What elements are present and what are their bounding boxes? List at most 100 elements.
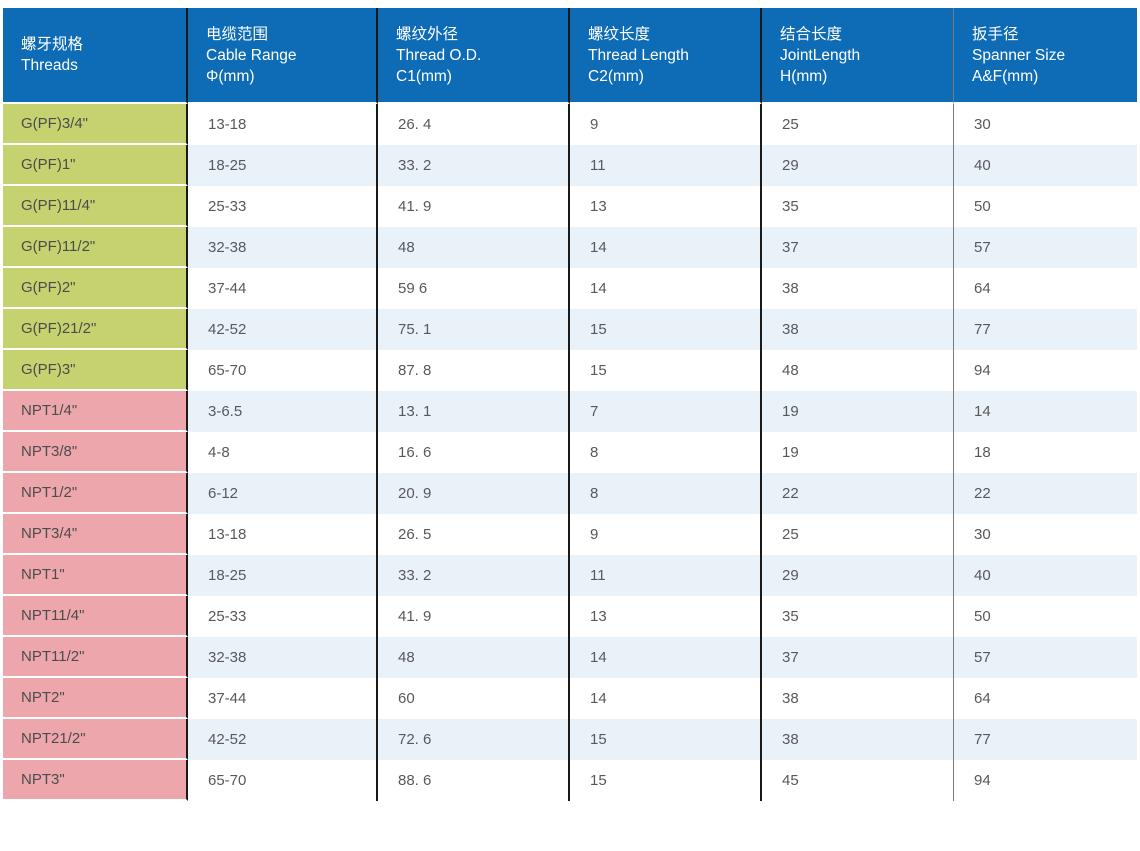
table-row: G(PF)2" 37-44 59 6 14 38 64 xyxy=(3,268,1137,309)
cell-thread: NPT11/4" xyxy=(3,596,188,637)
cell-thread-od: 60 xyxy=(378,678,570,719)
cell-thread-length: 15 xyxy=(570,760,762,801)
table-row: NPT1" 18-25 33. 2 11 29 40 xyxy=(3,555,1137,596)
header-spanner-size-en: Spanner Size xyxy=(972,46,1066,64)
cell-spanner: 22 xyxy=(954,473,1137,514)
cell-thread-length: 14 xyxy=(570,227,762,268)
header-joint-length-en: JointLength xyxy=(780,46,861,64)
cell-spanner: 64 xyxy=(954,678,1137,719)
cell-thread-od: 87. 8 xyxy=(378,350,570,391)
cell-thread-od: 59 6 xyxy=(378,268,570,309)
cell-thread-length: 8 xyxy=(570,432,762,473)
cell-thread-length: 7 xyxy=(570,391,762,432)
cell-thread: G(PF)11/2" xyxy=(3,227,188,268)
cell-thread: NPT11/2" xyxy=(3,637,188,678)
cell-thread: G(PF)2" xyxy=(3,268,188,309)
cell-thread-od: 88. 6 xyxy=(378,760,570,801)
table-row: NPT21/2" 42-52 72. 6 15 38 77 xyxy=(3,719,1137,760)
cell-spanner: 50 xyxy=(954,596,1137,637)
header-spanner-size-sub: A&F(mm) xyxy=(972,67,1039,85)
table-row: NPT3/4" 13-18 26. 5 9 25 30 xyxy=(3,514,1137,555)
header-threads: 螺牙规格 Threads xyxy=(3,8,188,104)
table-row: G(PF)3" 65-70 87. 8 15 48 94 xyxy=(3,350,1137,391)
header-spanner-size-zh: 扳手径 xyxy=(972,25,1019,43)
header-cable-range-zh: 电缆范围 xyxy=(206,25,269,43)
cell-spanner: 30 xyxy=(954,514,1137,555)
cell-spanner: 64 xyxy=(954,268,1137,309)
cell-thread-od: 33. 2 xyxy=(378,145,570,186)
cell-thread-od: 48 xyxy=(378,227,570,268)
cell-thread: G(PF)3" xyxy=(3,350,188,391)
cell-cable-range: 32-38 xyxy=(188,227,378,268)
cell-joint-length: 37 xyxy=(762,637,954,678)
cell-spanner: 94 xyxy=(954,760,1137,801)
cell-joint-length: 25 xyxy=(762,104,954,145)
cell-cable-range: 65-70 xyxy=(188,760,378,801)
cell-spanner: 57 xyxy=(954,227,1137,268)
cell-thread: NPT1/2" xyxy=(3,473,188,514)
cell-thread-length: 14 xyxy=(570,268,762,309)
cell-spanner: 14 xyxy=(954,391,1137,432)
cell-spanner: 57 xyxy=(954,637,1137,678)
cell-joint-length: 19 xyxy=(762,432,954,473)
header-cable-range-sub: Φ(mm) xyxy=(206,67,255,85)
cell-spanner: 40 xyxy=(954,145,1137,186)
cell-thread-length: 15 xyxy=(570,309,762,350)
cell-thread-length: 14 xyxy=(570,678,762,719)
cell-thread-od: 41. 9 xyxy=(378,596,570,637)
cell-cable-range: 4-8 xyxy=(188,432,378,473)
cell-thread-length: 8 xyxy=(570,473,762,514)
cell-thread: NPT3/8" xyxy=(3,432,188,473)
cell-joint-length: 38 xyxy=(762,678,954,719)
cell-joint-length: 48 xyxy=(762,350,954,391)
cell-cable-range: 13-18 xyxy=(188,514,378,555)
cell-thread-od: 20. 9 xyxy=(378,473,570,514)
table-row: G(PF)11/4" 25-33 41. 9 13 35 50 xyxy=(3,186,1137,227)
table-header: 螺牙规格 Threads 电缆范围 Cable Range Φ(mm) 螺纹外径… xyxy=(3,8,1137,104)
table-row: G(PF)3/4" 13-18 26. 4 9 25 30 xyxy=(3,104,1137,145)
cell-joint-length: 29 xyxy=(762,555,954,596)
cell-thread-od: 41. 9 xyxy=(378,186,570,227)
header-joint-length-zh: 结合长度 xyxy=(780,25,843,43)
cell-thread-length: 13 xyxy=(570,596,762,637)
cell-thread-length: 15 xyxy=(570,350,762,391)
table-row: G(PF)11/2" 32-38 48 14 37 57 xyxy=(3,227,1137,268)
cell-cable-range: 42-52 xyxy=(188,719,378,760)
header-thread-od-en: Thread O.D. xyxy=(396,46,482,64)
header-thread-length: 螺纹长度 Thread Length C2(mm) xyxy=(570,8,762,104)
table-row: NPT11/4" 25-33 41. 9 13 35 50 xyxy=(3,596,1137,637)
cell-cable-range: 3-6.5 xyxy=(188,391,378,432)
cell-cable-range: 18-25 xyxy=(188,145,378,186)
cell-cable-range: 37-44 xyxy=(188,678,378,719)
cell-joint-length: 38 xyxy=(762,309,954,350)
cell-thread-od: 48 xyxy=(378,637,570,678)
table-row: NPT3" 65-70 88. 6 15 45 94 xyxy=(3,760,1137,801)
table-body: G(PF)3/4" 13-18 26. 4 9 25 30 G(PF)1" 18-25 33. … xyxy=(3,104,1137,801)
cell-cable-range: 42-52 xyxy=(188,309,378,350)
cell-spanner: 30 xyxy=(954,104,1137,145)
header-thread-length-zh: 螺纹长度 xyxy=(588,25,651,43)
cell-thread-length: 13 xyxy=(570,186,762,227)
table-row: NPT2" 37-44 60 14 38 64 xyxy=(3,678,1137,719)
header-cable-range: 电缆范围 Cable Range Φ(mm) xyxy=(188,8,378,104)
header-thread-length-sub: C2(mm) xyxy=(588,67,644,85)
cell-cable-range: 6-12 xyxy=(188,473,378,514)
header-threads-zh: 螺牙规格 xyxy=(21,36,84,53)
cell-thread: G(PF)11/4" xyxy=(3,186,188,227)
cell-spanner: 94 xyxy=(954,350,1137,391)
header-joint-length-sub: H(mm) xyxy=(780,67,828,85)
cell-thread: G(PF)1" xyxy=(3,145,188,186)
cell-thread-length: 9 xyxy=(570,514,762,555)
cell-thread-length: 11 xyxy=(570,555,762,596)
table-row: NPT1/2" 6-12 20. 9 8 22 22 xyxy=(3,473,1137,514)
table-row: NPT11/2" 32-38 48 14 37 57 xyxy=(3,637,1137,678)
header-row: 螺牙规格 Threads 电缆范围 Cable Range Φ(mm) 螺纹外径… xyxy=(3,8,1137,104)
cell-spanner: 18 xyxy=(954,432,1137,473)
cell-thread: NPT1" xyxy=(3,555,188,596)
cell-thread-length: 14 xyxy=(570,637,762,678)
cell-thread: NPT3" xyxy=(3,760,188,801)
table-row: NPT3/8" 4-8 16. 6 8 19 18 xyxy=(3,432,1137,473)
cell-thread: NPT21/2" xyxy=(3,719,188,760)
cell-thread-od: 33. 2 xyxy=(378,555,570,596)
table-row: NPT1/4" 3-6.5 13. 1 7 19 14 xyxy=(3,391,1137,432)
